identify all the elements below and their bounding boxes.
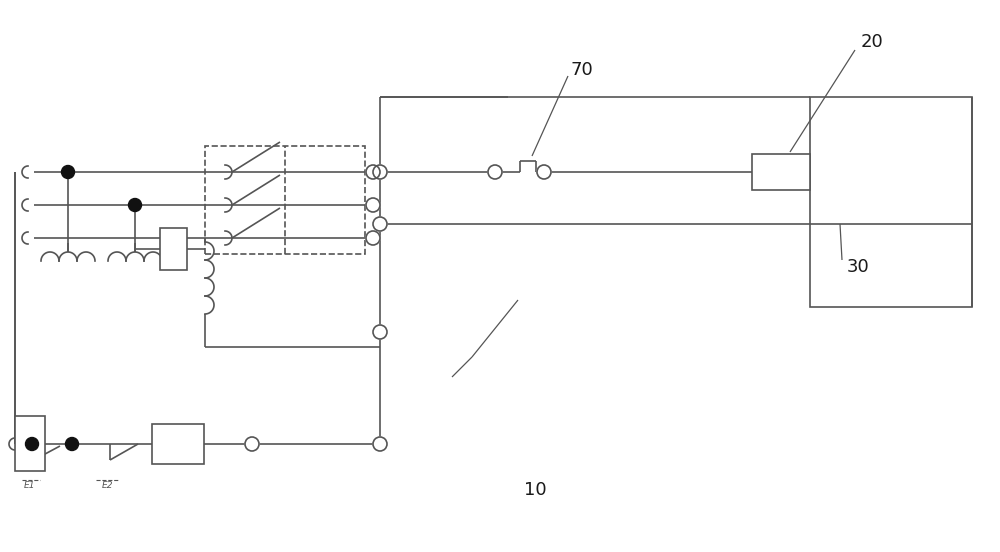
Bar xyxy=(152,424,204,464)
Text: 20: 20 xyxy=(861,33,883,51)
Bar xyxy=(15,416,45,471)
Text: 30: 30 xyxy=(847,258,869,276)
Circle shape xyxy=(128,199,142,211)
Circle shape xyxy=(245,437,259,451)
Text: 10: 10 xyxy=(524,481,546,499)
Circle shape xyxy=(66,438,78,450)
Text: E2: E2 xyxy=(101,481,113,490)
Circle shape xyxy=(537,165,551,179)
Text: E1: E1 xyxy=(24,481,36,490)
Bar xyxy=(810,97,972,307)
Circle shape xyxy=(488,165,502,179)
Circle shape xyxy=(373,165,387,179)
Bar xyxy=(205,146,365,254)
Circle shape xyxy=(62,166,74,178)
Circle shape xyxy=(26,438,38,450)
Circle shape xyxy=(373,217,387,231)
Bar xyxy=(752,154,810,190)
Circle shape xyxy=(373,437,387,451)
Bar xyxy=(160,228,187,270)
Text: 70: 70 xyxy=(571,61,593,79)
Circle shape xyxy=(373,325,387,339)
Circle shape xyxy=(366,198,380,212)
Circle shape xyxy=(366,231,380,245)
Circle shape xyxy=(366,165,380,179)
